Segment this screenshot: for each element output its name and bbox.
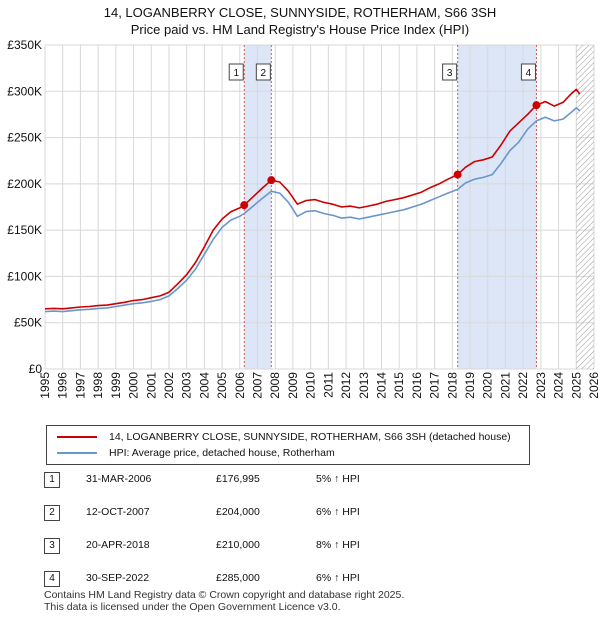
sale-point [532,101,541,110]
y-tick-label: £100K [7,269,42,283]
x-tick-label: 2011 [321,372,335,398]
sale-date: 30-SEP-2022 [86,572,150,584]
sale-price: £204,000 [216,506,260,518]
x-tick-label: 2009 [286,372,300,399]
sale-number-label: 4 [526,68,532,79]
sale-number-badge: 4 [44,571,60,587]
x-tick-label: 2007 [251,372,265,399]
x-tick-label: 2020 [481,372,495,399]
x-tick-label: 1999 [109,372,123,399]
x-tick-label: 2022 [516,372,530,399]
chart-legend: 14, LOGANBERRY CLOSE, SUNNYSIDE, ROTHERH… [46,425,530,465]
sale-hpi-diff: 6% ↑ HPI [316,506,360,518]
sale-number-marker: 4 [520,63,536,81]
sale-number-box [442,63,458,81]
x-tick-label: 1998 [91,372,105,399]
sale-number-box [228,63,244,81]
shaded-range [457,45,537,369]
x-tick-label: 2004 [197,372,211,399]
x-tick-label: 2000 [127,372,141,399]
price-chart: 1 2 3 4 £0 £50K £100K £150K £200K £250K £300K £350… [7,38,600,399]
table-row: 2 12-OCT-2007 £204,000 6% ↑ HPI [44,503,444,523]
future-hatch-region [576,45,594,369]
table-row: 4 30-SEP-2022 £285,000 6% ↑ HPI [44,569,444,589]
y-tick-label: £150K [7,223,42,237]
sale-number-box [255,63,271,81]
x-tick-label: 2013 [357,372,371,399]
x-tick-label: 2005 [215,372,229,399]
x-tick-label: 1996 [56,372,70,399]
legend-item-hpi: HPI: Average price, detached house, Roth… [57,445,335,461]
sale-number-marker: 2 [255,63,271,81]
y-tick-label: £350K [7,38,42,52]
x-tick-label: 2024 [552,372,566,399]
x-tick-label: 2026 [587,372,600,399]
sale-number-label: 2 [261,68,267,79]
sale-number-marker: 1 [228,63,244,81]
sale-hpi-diff: 8% ↑ HPI [316,539,360,551]
series-line-property [44,88,581,310]
sale-number-badge: 3 [44,538,60,554]
x-tick-label: 1995 [38,372,52,399]
sale-price: £285,000 [216,572,260,584]
x-tick-label: 2025 [569,372,583,399]
title-line-2: Price paid vs. HM Land Registry's House … [130,22,470,37]
legend-item-property: 14, LOGANBERRY CLOSE, SUNNYSIDE, ROTHERH… [57,429,511,445]
legend-label-hpi: HPI: Average price, detached house, Roth… [109,447,335,459]
x-tick-label: 2012 [339,372,353,399]
x-tick-label: 2003 [180,372,194,399]
sale-date: 31-MAR-2006 [86,473,152,485]
y-tick-label: £250K [7,131,42,145]
x-tick-label: 2019 [463,372,477,399]
legend-label-property: 14, LOGANBERRY CLOSE, SUNNYSIDE, ROTHERH… [109,431,511,443]
table-row: 3 20-APR-2018 £210,000 8% ↑ HPI [44,536,444,556]
title-line-1: 14, LOGANBERRY CLOSE, SUNNYSIDE, ROTHERH… [103,5,497,20]
x-tick-label: 2015 [392,372,406,399]
sale-date: 12-OCT-2007 [86,506,150,518]
sale-number-label: 1 [233,68,239,79]
x-tick-label: 2006 [233,372,247,399]
x-tick-label: 2021 [498,372,512,399]
sale-point [240,201,249,210]
x-tick-label: 2002 [162,372,176,399]
sale-date: 20-APR-2018 [86,539,150,551]
footer-line-2: This data is licensed under the Open Gov… [44,601,341,613]
sale-point [453,170,462,179]
footer-attribution: Contains HM Land Registry data © Crown c… [44,589,404,613]
x-tick-label: 2010 [304,372,318,399]
sale-number-label: 3 [447,68,453,79]
series-line-hpi [44,107,581,313]
sale-hpi-diff: 6% ↑ HPI [316,572,360,584]
chart-title: 14, LOGANBERRY CLOSE, SUNNYSIDE, ROTHERH… [0,4,600,38]
y-tick-label: £200K [7,177,42,191]
legend-swatch-hpi [57,452,97,455]
x-tick-label: 2008 [268,372,282,399]
x-tick-label: 1997 [73,372,87,399]
sale-number-box [520,63,536,81]
sale-point [267,176,276,185]
legend-swatch-property [57,436,97,439]
footer-line-1: Contains HM Land Registry data © Crown c… [44,589,405,601]
sale-number-marker: 3 [442,63,458,81]
x-tick-label: 2023 [534,372,548,399]
x-tick-label: 2018 [445,372,459,399]
table-row: 1 31-MAR-2006 £176,995 5% ↑ HPI [44,470,444,490]
x-tick-label: 2001 [144,372,158,399]
sale-hpi-diff: 5% ↑ HPI [316,473,360,485]
sale-price: £210,000 [216,539,260,551]
x-tick-label: 2016 [410,372,424,399]
x-tick-label: 2017 [428,372,442,399]
sale-number-badge: 2 [44,505,60,521]
x-tick-label: 2014 [374,372,388,399]
y-tick-label: £300K [7,84,42,98]
y-tick-label: £0 [29,362,43,376]
y-tick-label: £50K [14,316,42,330]
sale-price: £176,995 [216,473,260,485]
sale-number-badge: 1 [44,472,60,488]
